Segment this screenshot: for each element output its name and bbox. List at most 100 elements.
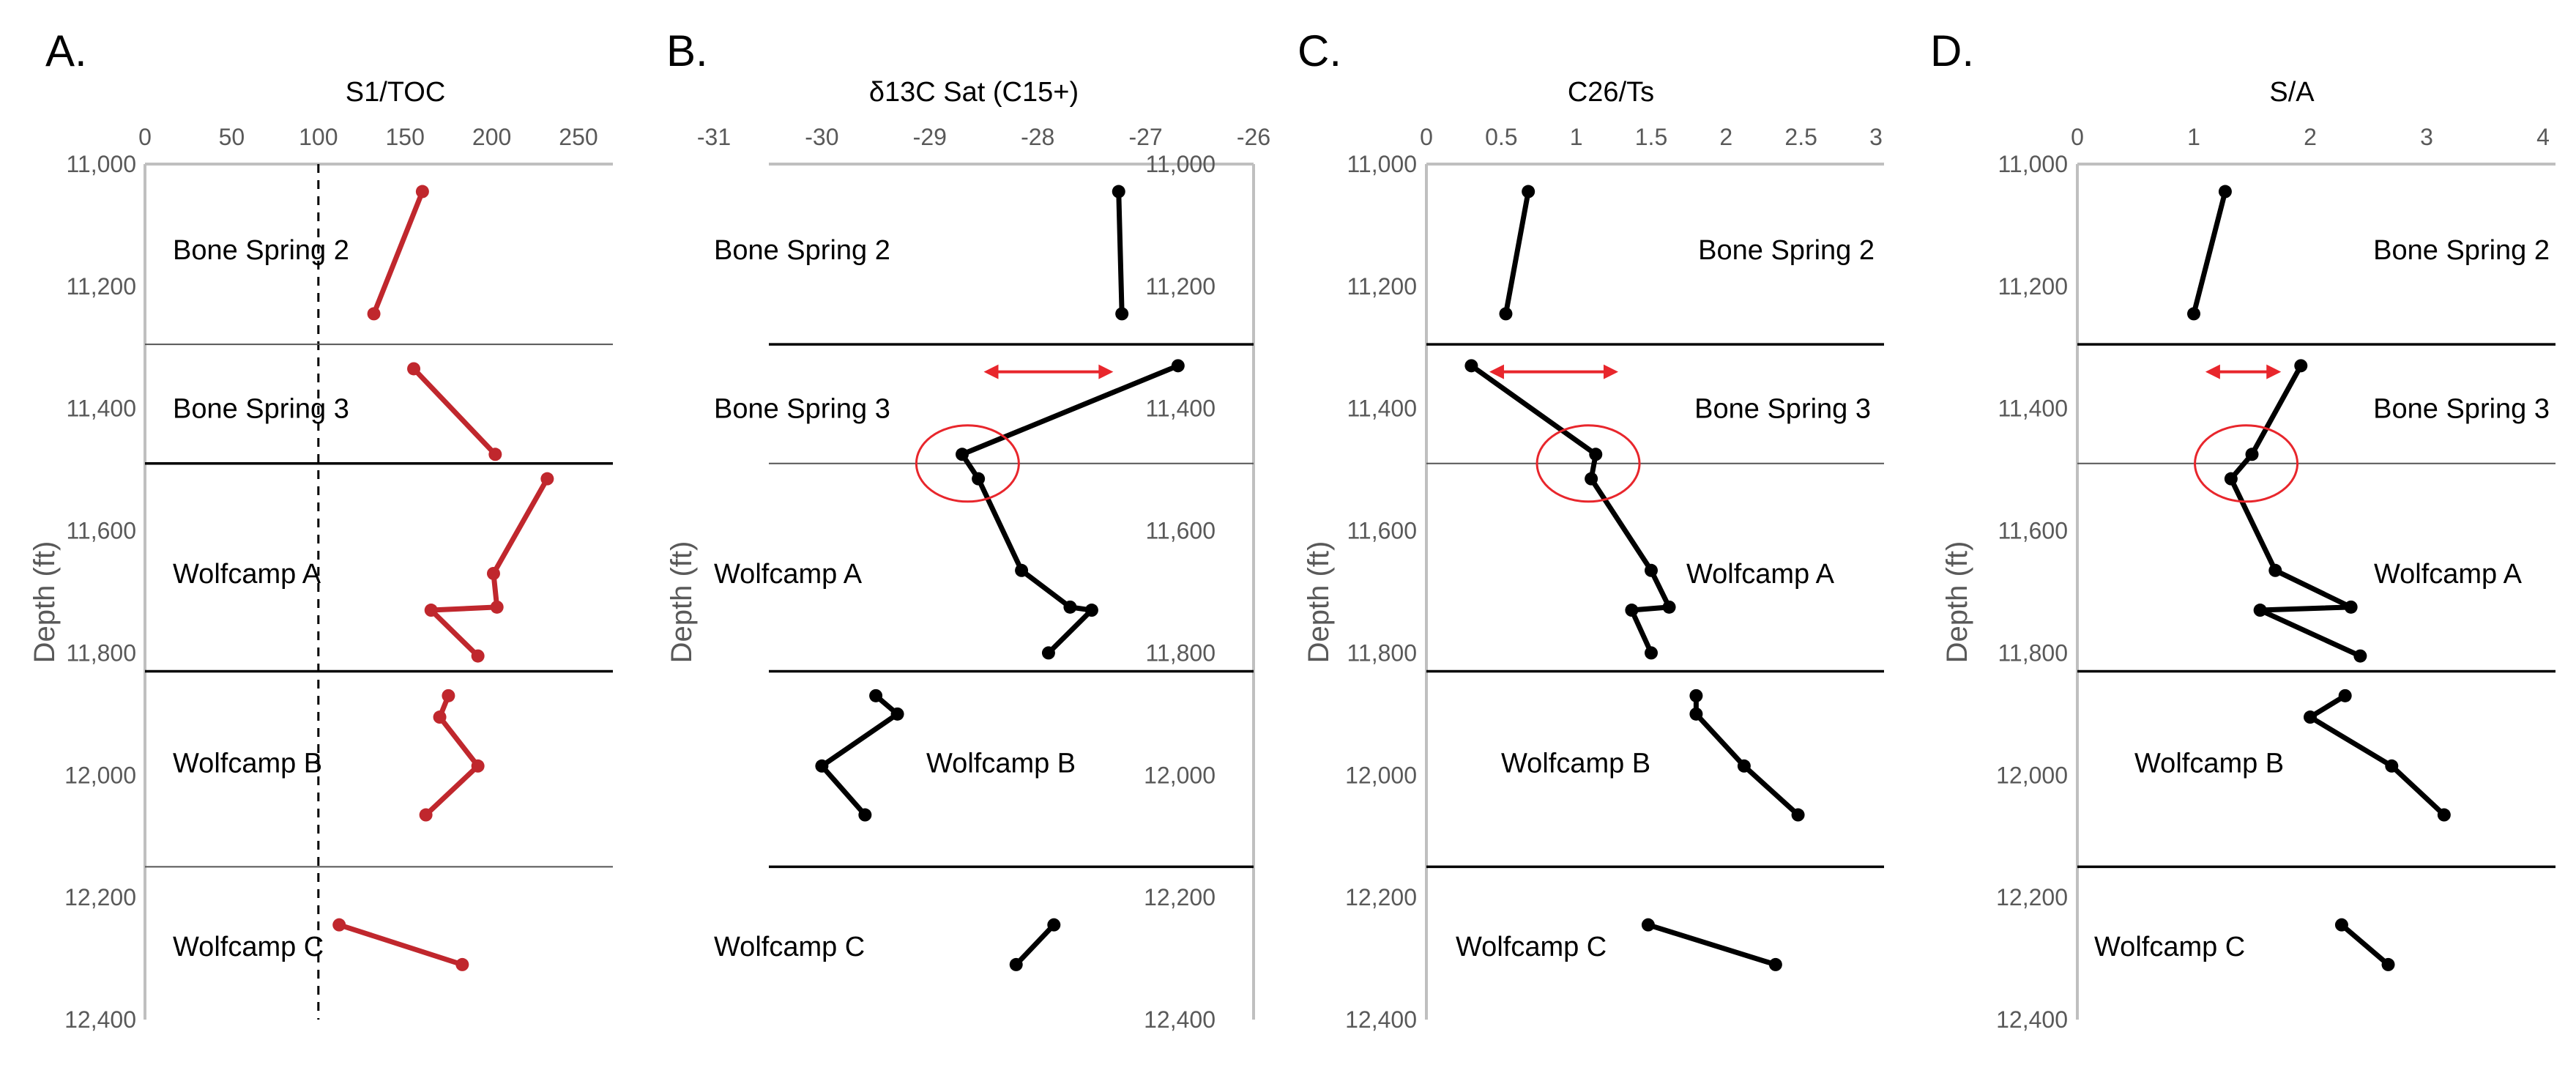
series-line xyxy=(1645,922,1779,968)
series-line xyxy=(1693,693,1801,818)
x-tick-label: 1 xyxy=(1570,124,1583,150)
series-line xyxy=(1468,363,1672,656)
data-point xyxy=(1063,600,1077,614)
data-point xyxy=(471,649,485,663)
formation-label: Wolfcamp A xyxy=(714,559,863,590)
data-point xyxy=(433,710,447,724)
data-point xyxy=(486,566,500,580)
y-tick-label: 11,800 xyxy=(1146,639,1216,666)
y-tick-label: 12,000 xyxy=(1996,762,2068,788)
y-axis-title: Depth (ft) xyxy=(1303,541,1335,664)
y-tick-label: 12,200 xyxy=(64,884,136,910)
y-tick-label: 11,400 xyxy=(1998,396,2069,422)
formation-label: Bone Spring 2 xyxy=(714,235,890,266)
data-point xyxy=(471,759,485,773)
formation-label: Wolfcamp B xyxy=(926,749,1076,779)
y-tick-label: 11,800 xyxy=(67,639,137,666)
y-tick-label: 11,600 xyxy=(67,518,137,544)
x-tick-label: 2 xyxy=(2304,124,2317,150)
y-tick-label: 11,000 xyxy=(1347,151,1418,177)
y-tick-label: 11,200 xyxy=(1998,273,2069,300)
formation-label: Wolfcamp B xyxy=(1501,749,1650,779)
x-tick-label: -29 xyxy=(913,124,947,150)
data-point xyxy=(1662,600,1676,614)
series-line xyxy=(371,189,425,316)
data-point xyxy=(367,307,381,321)
data-point xyxy=(332,918,346,932)
x-tick-label: 3 xyxy=(2420,124,2433,150)
formation-label: Bone Spring 3 xyxy=(173,394,349,425)
y-tick-label: 11,400 xyxy=(1347,396,1418,422)
data-point xyxy=(2344,600,2358,614)
y-tick-label: 11,200 xyxy=(67,273,137,300)
y-tick-label: 12,400 xyxy=(64,1006,136,1033)
y-tick-label: 11,600 xyxy=(1998,518,2069,544)
data-point xyxy=(424,604,438,617)
highlight-circle xyxy=(1535,424,1641,503)
data-point xyxy=(1171,359,1185,373)
y-tick-label: 11,200 xyxy=(1146,273,1216,300)
data-point xyxy=(490,600,504,614)
arrowhead-left xyxy=(2205,364,2220,379)
x-axis-title: S1/TOC xyxy=(346,77,446,108)
x-tick-label: 150 xyxy=(386,124,425,150)
formation-label: Bone Spring 2 xyxy=(1698,235,1875,266)
x-tick-label: -28 xyxy=(1021,124,1054,150)
data-point xyxy=(2437,808,2451,822)
y-tick-label: 11,600 xyxy=(1347,518,1418,544)
formation-label: Wolfcamp C xyxy=(173,932,324,962)
x-tick-label: 50 xyxy=(219,124,245,150)
panel-3: C. C26/Ts 0 0.5 1 1.5 2 2.5 3 11,000 11,200 11,400 1… xyxy=(1298,26,1884,1033)
x-tick-label: 3 xyxy=(1869,124,1883,150)
series-line xyxy=(1116,189,1125,316)
y-axis-title: Depth (ft) xyxy=(1941,541,1973,664)
y-tick-label: 12,200 xyxy=(1144,884,1216,910)
highlight-circle xyxy=(2194,424,2299,503)
data-point xyxy=(2353,649,2367,663)
data-point xyxy=(1522,185,1535,198)
data-point xyxy=(1645,646,1658,660)
data-point xyxy=(1499,307,1513,321)
x-tick-label: 1 xyxy=(2187,124,2200,150)
y-tick-label: 12,400 xyxy=(1996,1006,2068,1033)
panel-letter: B. xyxy=(666,26,708,75)
data-point xyxy=(419,808,433,822)
series-line xyxy=(819,693,901,818)
y-tick-label: 12,000 xyxy=(1345,762,1417,788)
y-tick-label: 11,000 xyxy=(67,151,137,177)
series-line xyxy=(423,693,481,818)
x-tick-label: 0 xyxy=(1420,124,1433,150)
x-tick-label: -31 xyxy=(697,124,731,150)
data-point xyxy=(1589,448,1603,461)
x-tick-label: -26 xyxy=(1237,124,1270,150)
data-point xyxy=(858,808,872,822)
panel-letter: C. xyxy=(1298,26,1341,75)
y-tick-label: 11,400 xyxy=(67,396,137,422)
data-point xyxy=(890,707,904,721)
data-point xyxy=(1625,604,1639,617)
data-point xyxy=(2334,918,2348,932)
data-point xyxy=(1084,604,1098,617)
x-tick-label: -30 xyxy=(805,124,838,150)
panel-2: B. δ13C Sat (C15+) -31 -30 -29 -28 -27 -26 11,00… xyxy=(666,26,1270,1033)
y-tick-label: 11,600 xyxy=(1146,518,1216,544)
x-tick-label: 250 xyxy=(559,124,598,150)
y-tick-label: 12,000 xyxy=(64,762,136,788)
series-line xyxy=(2191,189,2228,316)
arrowhead-right xyxy=(2266,364,2282,379)
data-point xyxy=(1791,808,1805,822)
formation-label: Wolfcamp C xyxy=(2094,932,2245,962)
y-tick-label: 11,400 xyxy=(1146,396,1216,422)
x-axis-title: δ13C Sat (C15+) xyxy=(869,77,1079,108)
x-tick-label: 0 xyxy=(138,124,152,150)
formation-label: Bone Spring 2 xyxy=(173,235,349,266)
panel-letter: A. xyxy=(45,26,87,75)
arrowhead-left xyxy=(983,364,999,379)
y-tick-label: 11,000 xyxy=(1998,151,2069,177)
y-tick-label: 11,000 xyxy=(1146,151,1216,177)
y-tick-label: 12,400 xyxy=(1345,1006,1417,1033)
formation-label: Bone Spring 2 xyxy=(2373,235,2550,266)
series-line xyxy=(411,365,498,457)
data-point xyxy=(1585,472,1598,486)
